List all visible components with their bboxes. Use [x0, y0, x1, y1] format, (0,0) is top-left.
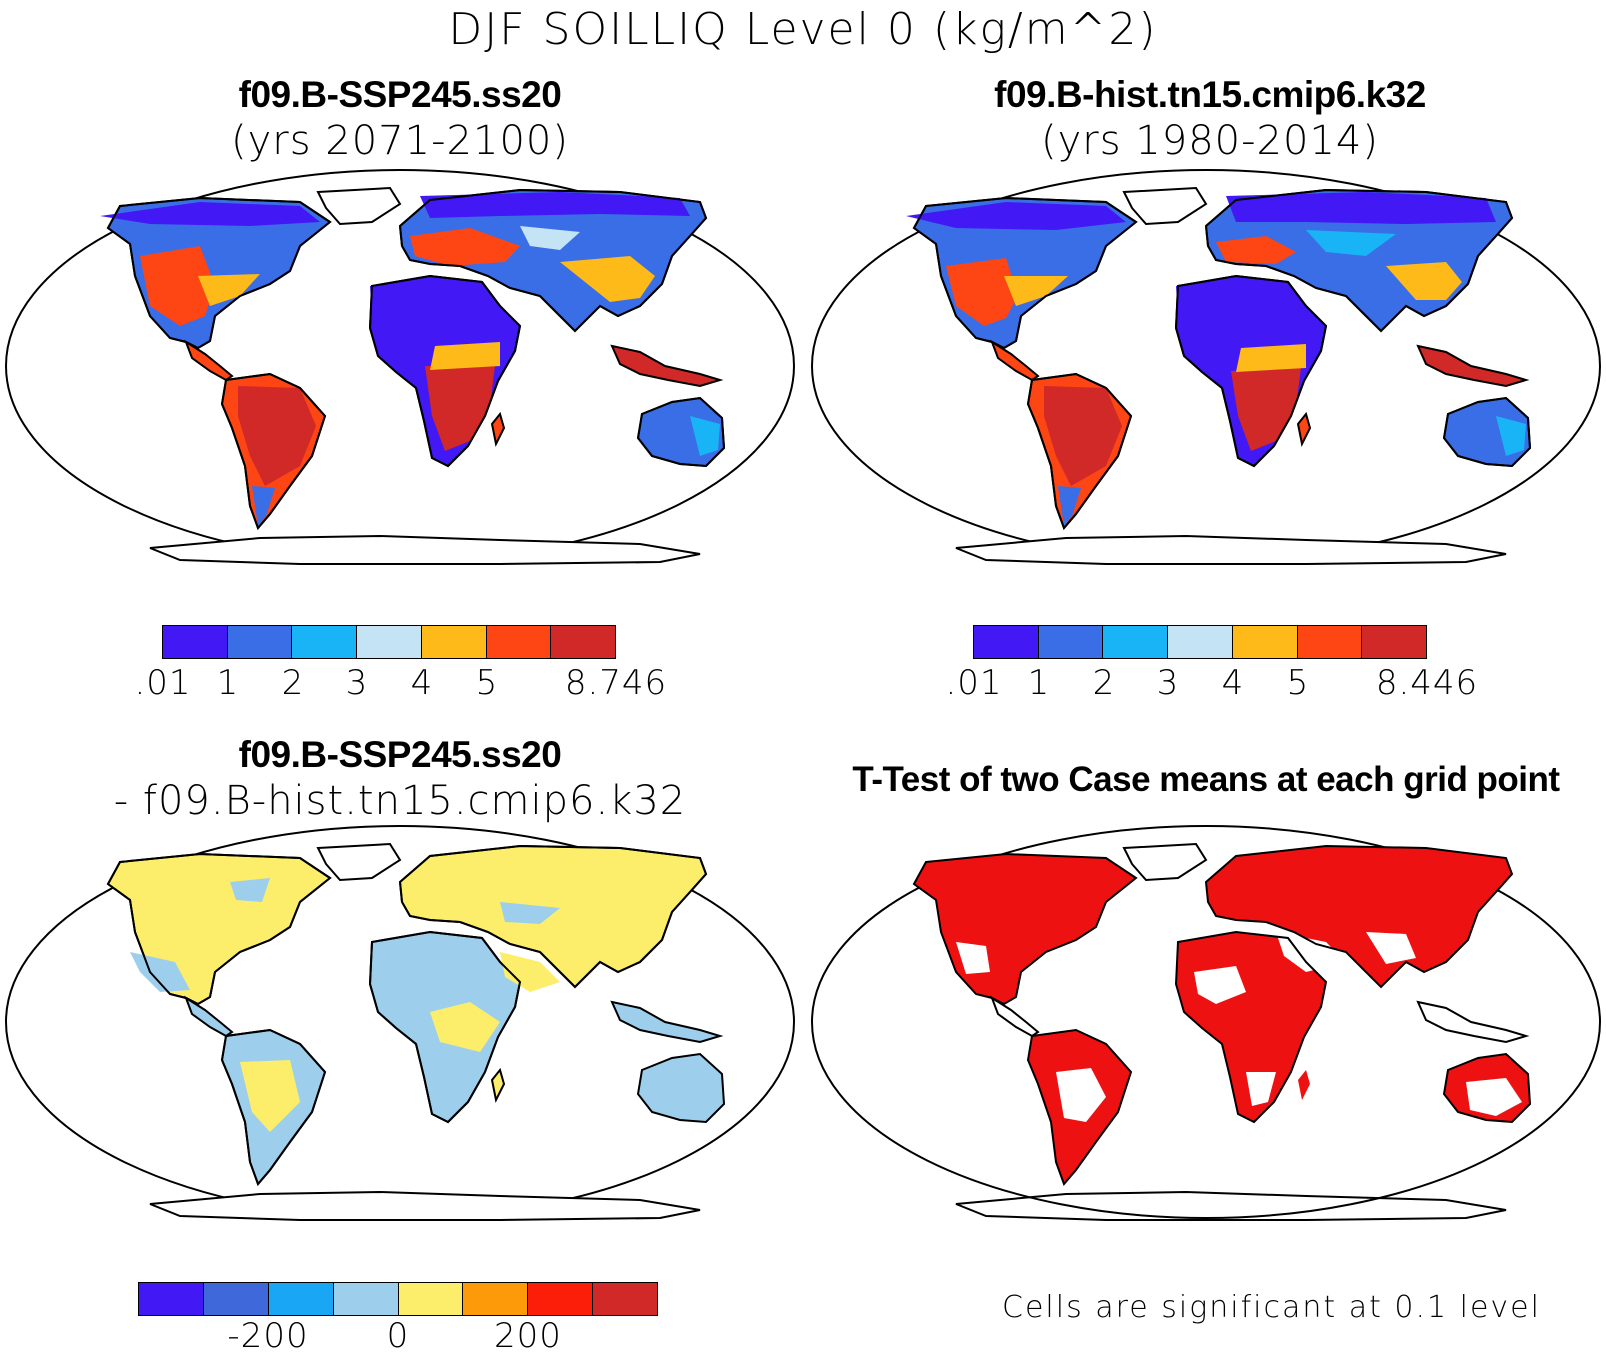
colorbar-swatch [139, 1283, 204, 1315]
colorbar-tick-label: 1 [1027, 663, 1051, 703]
colorbar-tick-label: -200 [227, 1316, 309, 1356]
map-bottom-left [5, 825, 795, 1221]
colorbar-tick-label: 8.746 [564, 663, 668, 703]
colorbar-swatch [1232, 626, 1298, 658]
colorbar-swatch [398, 1283, 464, 1315]
panel-title-tr: f09.B-hist.tn15.cmip6.k32 [994, 74, 1426, 115]
colorbar-tick-label: .01 [134, 663, 192, 703]
colorbar-tick-label: 0 [386, 1316, 410, 1356]
colorbar-top-left [162, 625, 616, 659]
significance-note: Cells are significant at 0.1 level [1002, 1290, 1541, 1325]
colorbar-tick-label: 2 [1092, 663, 1116, 703]
colorbar-swatch [203, 1283, 269, 1315]
colorbar-tick-label: 1 [216, 663, 240, 703]
colorbar-swatch [421, 626, 487, 658]
panel-subtitle-tr: (yrs 1980-2014) [1041, 118, 1379, 164]
colorbar-tick-label: .01 [945, 663, 1003, 703]
colorbar-swatch [486, 626, 552, 658]
colorbar-swatch [593, 1283, 657, 1315]
map-bottom-right [811, 825, 1601, 1221]
colorbar-swatch [227, 626, 293, 658]
colorbar-swatch [268, 1283, 334, 1315]
panel-title-tl: f09.B-SSP245.ss20 [238, 74, 562, 115]
colorbar-tick-label: 3 [1156, 663, 1180, 703]
colorbar-tick-label: 4 [1221, 663, 1245, 703]
colorbar-tick-label: 5 [1286, 663, 1310, 703]
panel-subtitle-bl: - f09.B-hist.tn15.cmip6.k32 [113, 778, 687, 824]
colorbar-swatch [292, 626, 358, 658]
map-top-left [5, 169, 795, 565]
colorbar-swatch [1362, 626, 1427, 658]
colorbar-tick-label: 2 [281, 663, 305, 703]
colorbar-tick-label: 4 [410, 663, 434, 703]
colorbar-swatch [528, 1283, 594, 1315]
colorbar-swatch [1103, 626, 1169, 658]
colorbar-swatch [333, 1283, 399, 1315]
colorbar-swatch [1297, 626, 1363, 658]
colorbar-swatch [974, 626, 1039, 658]
map-top-right [811, 169, 1601, 565]
panel-title-bl: f09.B-SSP245.ss20 [238, 734, 562, 775]
colorbar-swatch [1168, 626, 1233, 658]
colorbar-tick-label: 200 [494, 1316, 562, 1356]
panel-subtitle-tl: (yrs 2071-2100) [231, 118, 569, 164]
panel-title-br: T-Test of two Case means at each grid po… [852, 760, 1560, 799]
colorbar-tick-label: 3 [345, 663, 369, 703]
colorbar-swatch [357, 626, 422, 658]
colorbar-top-right [973, 625, 1427, 659]
figure-title: DJF SOILLIQ Level 0 (kg/m^2) [448, 4, 1158, 55]
colorbar-tick-label: 8.446 [1375, 663, 1479, 703]
colorbar-swatch [551, 626, 616, 658]
colorbar-swatch [463, 1283, 529, 1315]
colorbar-bottom-left [138, 1282, 658, 1316]
colorbar-tick-label: 5 [475, 663, 499, 703]
colorbar-swatch [163, 626, 228, 658]
colorbar-swatch [1038, 626, 1104, 658]
